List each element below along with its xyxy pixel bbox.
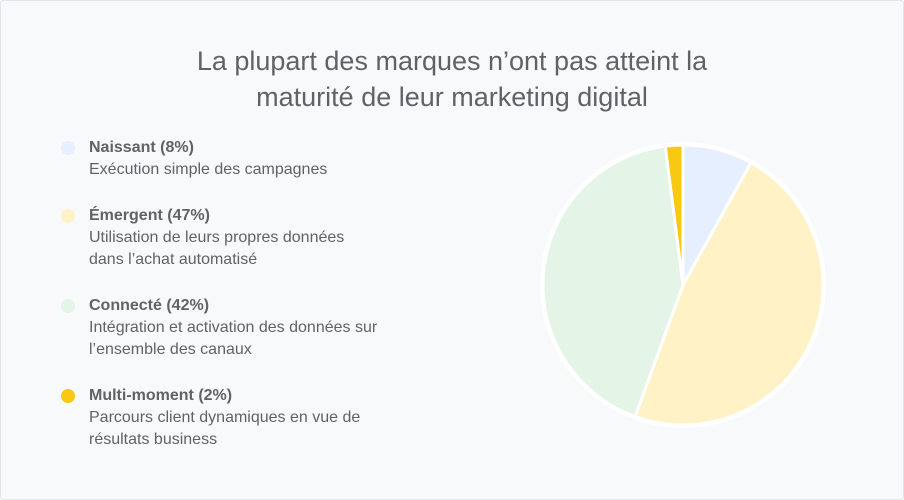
legend-description-line: Utilisation de leurs propres données	[89, 229, 345, 246]
legend-description-emergent: Utilisation de leurs propres données dan…	[89, 227, 429, 271]
legend-description-line: dans l’achat automatisé	[89, 251, 258, 268]
pie-slice-emergent	[633, 161, 825, 427]
pie-slice-multi-moment	[663, 143, 685, 287]
legend-description-line: résultats business	[89, 431, 218, 448]
legend-swatch-connecte	[61, 299, 75, 313]
legend-description-multi-moment: Parcours client dynamiques en vue de rés…	[89, 407, 429, 451]
pie-slice-connecte	[541, 144, 685, 419]
legend-description-naissant: Exécution simple des campagnes	[89, 159, 429, 181]
legend-swatch-emergent	[61, 209, 75, 223]
legend-swatch-naissant	[61, 141, 75, 155]
legend-label-naissant: Naissant (8%)	[89, 139, 194, 156]
legend-description-line: l’ensemble des canaux	[89, 341, 252, 358]
legend-description-line: Intégration et activation des données su…	[89, 319, 378, 336]
pie-chart-svg	[540, 142, 826, 428]
legend-description-line: Parcours client dynamiques en vue de	[89, 409, 361, 426]
legend-label-connecte: Connecté (42%)	[89, 297, 210, 314]
legend-description-line: Exécution simple des campagnes	[89, 161, 328, 178]
chart-title-line-1: La plupart des marques n’ont pas atteint…	[196, 46, 708, 76]
legend-description-connecte: Intégration et activation des données su…	[89, 317, 429, 361]
legend-label-multi-moment: Multi-moment (2%)	[89, 387, 233, 404]
legend-label-emergent: Émergent (47%)	[89, 207, 210, 224]
chart-title: La plupart des marques n’ont pas atteint…	[1, 43, 903, 115]
legend-swatch-multi-moment	[61, 389, 75, 403]
pie-chart	[537, 139, 829, 431]
chart-title-line-2: maturité de leur marketing digital	[256, 82, 648, 112]
